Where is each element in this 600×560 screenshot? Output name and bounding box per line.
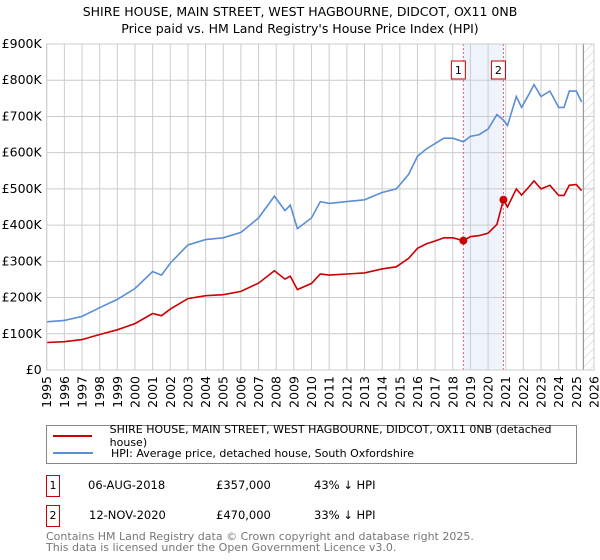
y-tick-label: £500K xyxy=(2,181,43,196)
x-tick-label: 2018 xyxy=(445,376,460,408)
x-tick-label: 2009 xyxy=(286,376,301,408)
y-tick-label: £400K xyxy=(2,217,43,232)
x-tick-label: 2020 xyxy=(481,376,496,408)
x-tick-label: 2002 xyxy=(163,376,178,408)
x-tick-label: 2024 xyxy=(551,376,566,408)
price-chart: £0 £100K £200K £300K £400K £500K £600K £700K £80… xyxy=(2,36,600,408)
legend-swatch-blue xyxy=(53,452,93,454)
x-tick-label: 2025 xyxy=(569,376,584,408)
x-tick-label: 2014 xyxy=(375,376,390,408)
y-tick-label: £200K xyxy=(2,290,43,305)
x-tick-label: 1999 xyxy=(110,376,125,408)
footer-copyright: Contains HM Land Registry data © Crown c… xyxy=(46,530,474,543)
hpi-line xyxy=(46,82,583,323)
transaction-badge: 2 xyxy=(46,505,60,527)
x-tick-label: 2017 xyxy=(428,376,443,408)
sale-period-shading xyxy=(463,44,504,370)
legend: SHIRE HOUSE, MAIN STREET, WEST HAGBOURNE… xyxy=(46,423,577,464)
transaction-badge: 1 xyxy=(46,475,60,497)
y-tick-label: £300K xyxy=(2,253,43,268)
x-tick-label: 2005 xyxy=(216,376,231,408)
price-paid-line xyxy=(46,179,583,344)
x-tick-label: 1997 xyxy=(75,376,90,408)
x-tick-label: 2007 xyxy=(251,376,266,408)
transaction-hpi: 33% ↓ HPI xyxy=(314,508,376,522)
sale-badge-label: 1 xyxy=(455,64,462,77)
x-tick-label: 2022 xyxy=(516,376,531,408)
legend-label-hpi: HPI: Average price, detached house, Sout… xyxy=(111,446,414,460)
x-tick-label: 2003 xyxy=(180,376,195,408)
x-tick-label: 2019 xyxy=(463,376,478,408)
transaction-date: 06-AUG-2018 xyxy=(88,478,166,492)
y-tick-label: £0 xyxy=(26,362,42,377)
x-tick-label: 2015 xyxy=(392,376,407,408)
x-tick-label: 2012 xyxy=(339,376,354,408)
x-tick-label: 2016 xyxy=(410,376,425,408)
legend-item-hpi: HPI: Average price, detached house, Sout… xyxy=(53,445,414,461)
sale-point xyxy=(499,195,508,204)
future-hatch-area xyxy=(583,44,594,370)
chart-subtitle: Price paid vs. HM Land Registry's House … xyxy=(121,21,479,36)
legend-label-property: SHIRE HOUSE, MAIN STREET, WEST HAGBOURNE… xyxy=(109,423,552,449)
sale-badge-box xyxy=(450,60,466,80)
transaction-date: 12-NOV-2020 xyxy=(89,508,166,522)
footer-licence: This data is licensed under the Open Gov… xyxy=(46,541,397,554)
transaction-price: £357,000 xyxy=(216,478,271,492)
y-tick-label: £600K xyxy=(2,145,43,160)
x-tick-label: 2013 xyxy=(357,376,372,408)
plot-frame xyxy=(46,43,595,371)
x-tick-label: 1995 xyxy=(39,376,54,408)
y-tick-label: £900K xyxy=(2,36,43,51)
x-tick-label: 2000 xyxy=(127,376,142,408)
transaction-row: 1 06-AUG-2018 £357,000 43% ↓ HPI xyxy=(46,475,566,497)
x-tick-label: 1998 xyxy=(92,376,107,408)
y-tick-label: £700K xyxy=(2,108,43,123)
x-tick-label: 2021 xyxy=(498,376,513,408)
x-tick-label: 2001 xyxy=(145,376,160,408)
sale-badge-box xyxy=(490,60,506,80)
legend-swatch-red xyxy=(53,435,92,437)
sale-point xyxy=(459,236,468,245)
y-tick-label: £100K xyxy=(2,326,43,341)
transaction-hpi: 43% ↓ HPI xyxy=(314,478,376,492)
legend-item-property: SHIRE HOUSE, MAIN STREET, WEST HAGBOURNE… xyxy=(53,423,576,449)
x-tick-label: 1996 xyxy=(57,376,72,408)
x-tick-label: 2004 xyxy=(198,376,213,408)
sale-badge-label: 2 xyxy=(495,64,502,77)
x-tick-label: 2010 xyxy=(304,376,319,408)
x-tick-label: 2023 xyxy=(534,376,549,408)
transaction-price: £470,000 xyxy=(216,508,271,522)
x-tick-label: 2011 xyxy=(322,376,337,408)
x-tick-label: 2008 xyxy=(269,376,284,408)
y-tick-label: £800K xyxy=(2,72,43,87)
x-tick-label: 2006 xyxy=(233,376,248,408)
chart-title: SHIRE HOUSE, MAIN STREET, WEST HAGBOURNE… xyxy=(82,4,518,19)
transaction-row: 2 12-NOV-2020 £470,000 33% ↓ HPI xyxy=(46,505,566,527)
x-tick-label: 2026 xyxy=(587,376,600,408)
